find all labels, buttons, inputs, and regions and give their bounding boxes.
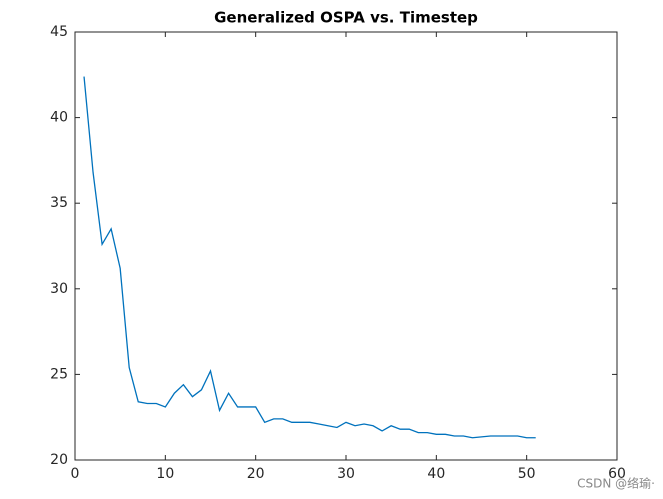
y-tick-label: 25 [50,366,68,382]
x-tick-label: 40 [427,466,445,482]
line-series [83,76,536,439]
plot-box [74,31,618,461]
y-tick-label: 30 [50,281,68,297]
chart-title: Generalized OSPA vs. Timestep [214,9,478,27]
y-tick-label: 45 [50,24,68,40]
x-tick-label: 20 [247,466,265,482]
x-tick-label: 50 [518,466,536,482]
watermark: CSDN @络瑜· [577,476,655,491]
y-tick-label: 40 [50,110,68,126]
y-tick-label: 20 [50,452,68,468]
y-tick-label: 35 [50,195,68,211]
x-tick-label: 10 [156,466,174,482]
x-tick-label: 60 [608,466,626,482]
x-tick-label: 0 [71,466,80,482]
x-tick-label: 30 [337,466,355,482]
